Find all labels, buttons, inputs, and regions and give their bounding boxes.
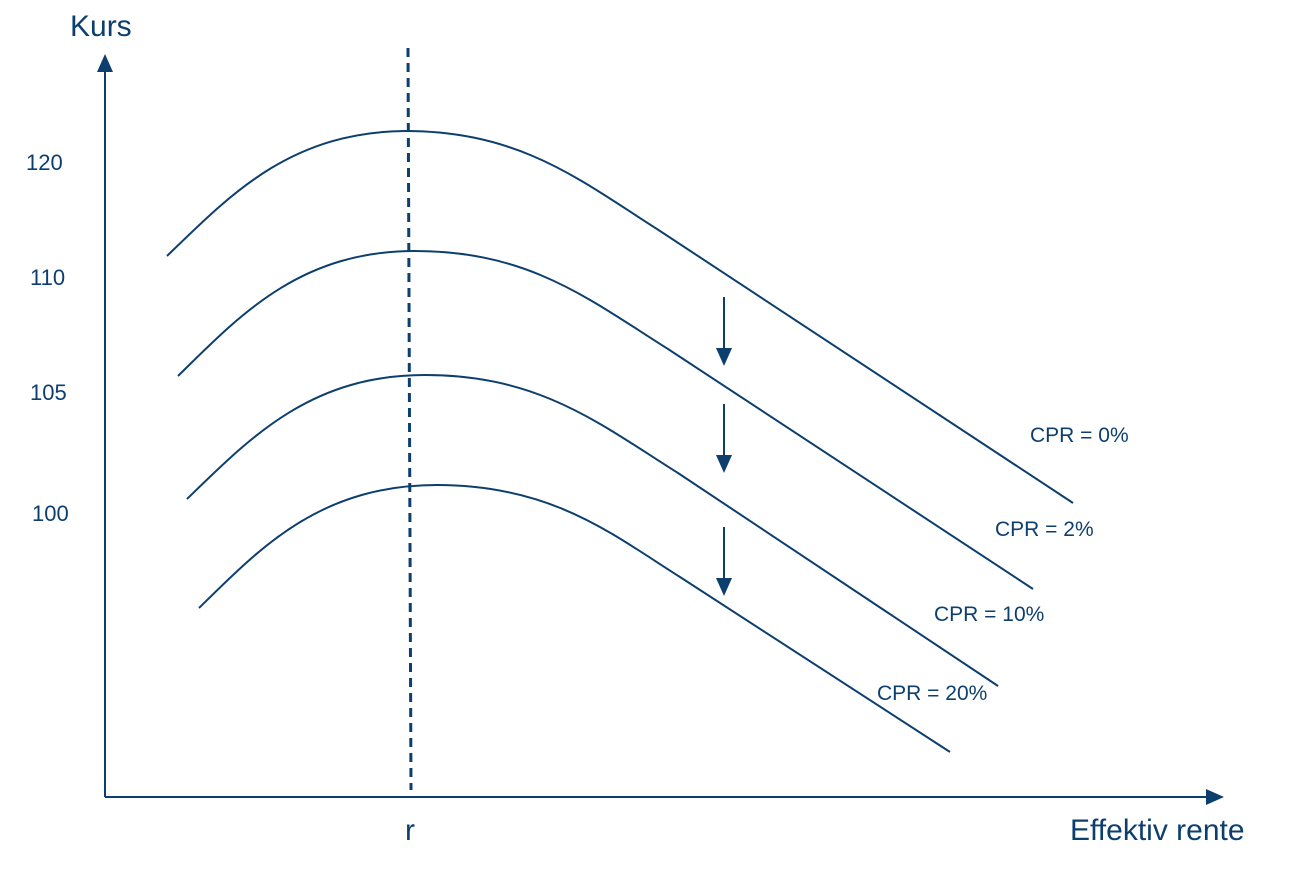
curve-label-cpr-20: CPR = 20% (877, 682, 987, 705)
curve-cpr-10 (186, 373, 999, 687)
curve-cpr-0 (166, 129, 1074, 504)
shift-arrow-2-head (716, 455, 732, 473)
curve-cpr-20 (198, 483, 951, 753)
y-tick-label: 100 (32, 501, 69, 526)
y-tick-label: 120 (26, 150, 63, 175)
curve-label-cpr-0: CPR = 0% (1030, 424, 1129, 447)
y-axis-arrowhead (97, 54, 113, 72)
r-marker-label: r (405, 814, 415, 847)
shift-arrow-3-head (716, 578, 732, 596)
shift-arrow-1-head (716, 348, 732, 366)
x-axis-title: Effektiv rente (1070, 814, 1245, 847)
y-axis-title: Kurs (70, 10, 132, 43)
y-tick-label: 110 (30, 265, 65, 290)
y-tick-label: 105 (30, 380, 67, 405)
curve-cpr-2 (177, 249, 1034, 590)
curve-label-cpr-2: CPR = 2% (995, 518, 1094, 541)
curve-label-cpr-10: CPR = 10% (934, 603, 1044, 626)
x-axis-arrowhead (1206, 789, 1224, 805)
r-reference-line (406, 47, 413, 791)
